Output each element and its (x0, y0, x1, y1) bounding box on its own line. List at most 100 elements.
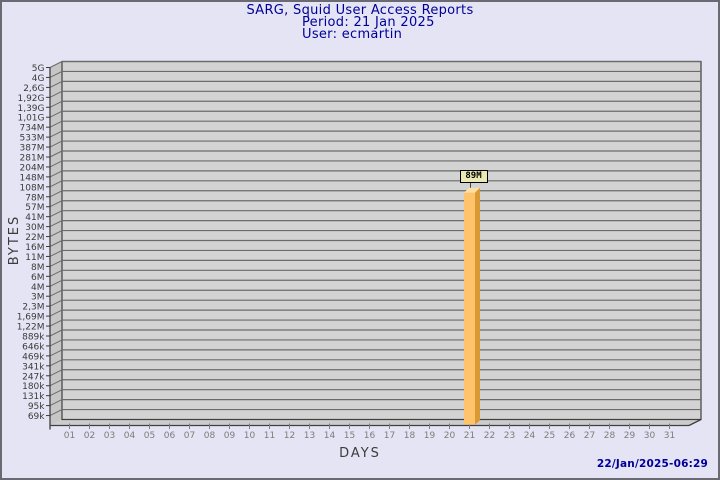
chart-period: Period: 21 Jan 2025 (302, 15, 435, 30)
wall-tick-diagonal (49, 160, 63, 168)
y-axis-tick-label: 41M (25, 213, 44, 223)
wall-tick-diagonal (49, 319, 63, 327)
y-axis-tick-label: 69k (28, 412, 45, 422)
wall-tick-diagonal (49, 269, 63, 277)
x-axis-tick-label: 31 (664, 431, 675, 441)
wall-tick-diagonal (49, 299, 63, 307)
y-axis-tick-label: 387M (20, 144, 45, 154)
x-axis-tick-label: 04 (124, 431, 136, 441)
y-axis-tick-label: 533M (20, 134, 45, 144)
x-axis-tick-label: 17 (384, 431, 395, 441)
x-axis-tick-label: 25 (544, 431, 555, 441)
y-axis-tick-label: 646k (22, 342, 45, 352)
wall-tick-diagonal (49, 399, 63, 407)
y-axis-tick-label: 204M (20, 163, 45, 173)
bar-value-label: 89M (459, 169, 488, 183)
x-axis-tick-label: 03 (104, 431, 115, 441)
wall-tick-diagonal (49, 150, 63, 158)
y-axis-tick-label: 4G (32, 74, 45, 84)
y-axis-tick-label: 5G (32, 64, 45, 74)
y-axis-tick-label: 6M (31, 273, 45, 283)
y-axis-tick-label: 341k (22, 362, 45, 372)
y-axis-tick-label: 469k (22, 352, 45, 362)
x-axis-tick-label: 08 (204, 431, 216, 441)
y-axis-tick-label: 22M (25, 233, 44, 243)
x-axis-tick-label: 18 (404, 431, 416, 441)
y-axis-tick-label: 247k (22, 372, 45, 382)
y-axis-tick-label: 3M (31, 293, 45, 303)
wall-tick-diagonal (49, 279, 63, 287)
wall-tick-diagonal (49, 190, 63, 198)
y-axis-tick-label: 95k (28, 402, 45, 412)
wall-tick-diagonal (49, 80, 63, 88)
x-axis-tick-label: 29 (624, 431, 636, 441)
wall-tick-diagonal (49, 259, 63, 267)
x-axis-tick-label: 05 (144, 431, 155, 441)
wall-tick-diagonal (49, 230, 63, 238)
x-axis-tick-label: 06 (164, 431, 176, 441)
wall-tick-diagonal (49, 240, 63, 247)
x-axis-tick-label: 20 (444, 431, 456, 441)
wall-tick-diagonal (49, 170, 63, 178)
x-axis-tick-label: 27 (584, 431, 595, 441)
x-axis-tick-label: 24 (524, 431, 536, 441)
bar-side-face (475, 187, 480, 425)
x-axis-tick-label: 15 (344, 431, 355, 441)
floor-right-edge (688, 418, 702, 427)
x-axis-tick-label: 28 (604, 431, 616, 441)
plot-floor (50, 419, 701, 426)
x-axis-tick-label: 12 (284, 431, 295, 441)
y-axis-tick-label: 734M (20, 124, 45, 134)
generation-timestamp: 22/Jan/2025-06:29 (596, 458, 708, 470)
wall-tick-diagonal (49, 220, 63, 228)
wall-tick-diagonal (49, 70, 63, 78)
x-axis-tick-label: 22 (484, 431, 495, 441)
x-axis-tick-label: 02 (84, 431, 95, 441)
y-axis-tick-label: 1,01G (17, 114, 44, 124)
wall-tick-diagonal (49, 339, 63, 347)
x-axis-tick-label: 14 (324, 431, 336, 441)
y-axis-tick-label: 108M (20, 183, 45, 193)
y-axis-tick-label: 281M (20, 154, 45, 164)
x-axis-tick-label: 01 (64, 431, 75, 441)
wall-tick-diagonal (49, 120, 63, 128)
x-axis-tick-label: 21 (464, 431, 475, 441)
wall-tick-diagonal (49, 130, 63, 138)
x-axis-tick-label: 07 (184, 431, 195, 441)
y-axis-tick-label: 30M (25, 223, 44, 233)
x-axis-tick-label: 30 (644, 431, 656, 441)
wall-tick-diagonal (49, 349, 63, 357)
wall-tick-diagonal (49, 61, 63, 68)
y-axis-tick-label: 78M (25, 193, 44, 203)
x-axis-tick-label: 26 (564, 431, 576, 441)
x-axis-tick-label: 11 (264, 431, 275, 441)
x-axis-tick-label: 09 (224, 431, 236, 441)
wall-tick-diagonal (49, 180, 63, 188)
x-axis-tick-label: 23 (504, 431, 515, 441)
bar-top-face (464, 187, 480, 193)
x-axis-tick-label: 19 (424, 431, 436, 441)
wall-tick-diagonal (49, 249, 63, 257)
y-axis-tick-label: 4M (31, 283, 45, 293)
wall-tick-diagonal (49, 409, 63, 417)
chart-title: SARG, Squid User Access Reports (246, 3, 474, 18)
wall-tick-diagonal (49, 100, 63, 108)
x-axis-tick-label: 13 (304, 431, 315, 441)
y-axis-tick-label: 2,3M (22, 303, 44, 313)
y-axis-tick-label: 131k (22, 392, 45, 402)
y-axis-tick-label: 11M (25, 253, 44, 263)
y-axis-tick-label: 16M (25, 243, 44, 253)
wall-tick-diagonal (49, 359, 63, 367)
bar-front-face (464, 192, 475, 425)
y-axis-tick-label: 1,39G (17, 104, 44, 114)
wall-tick-diagonal (49, 389, 63, 397)
y-axis-title: BYTES (7, 214, 22, 266)
wall-tick-diagonal (49, 289, 63, 297)
y-axis-tick-label: 1,22M (17, 323, 45, 333)
wall-tick-diagonal (49, 329, 63, 337)
chart-user: User: ecmartin (302, 27, 403, 42)
y-axis-tick-label: 889k (22, 333, 45, 343)
y-axis-tick-label: 148M (20, 173, 45, 183)
